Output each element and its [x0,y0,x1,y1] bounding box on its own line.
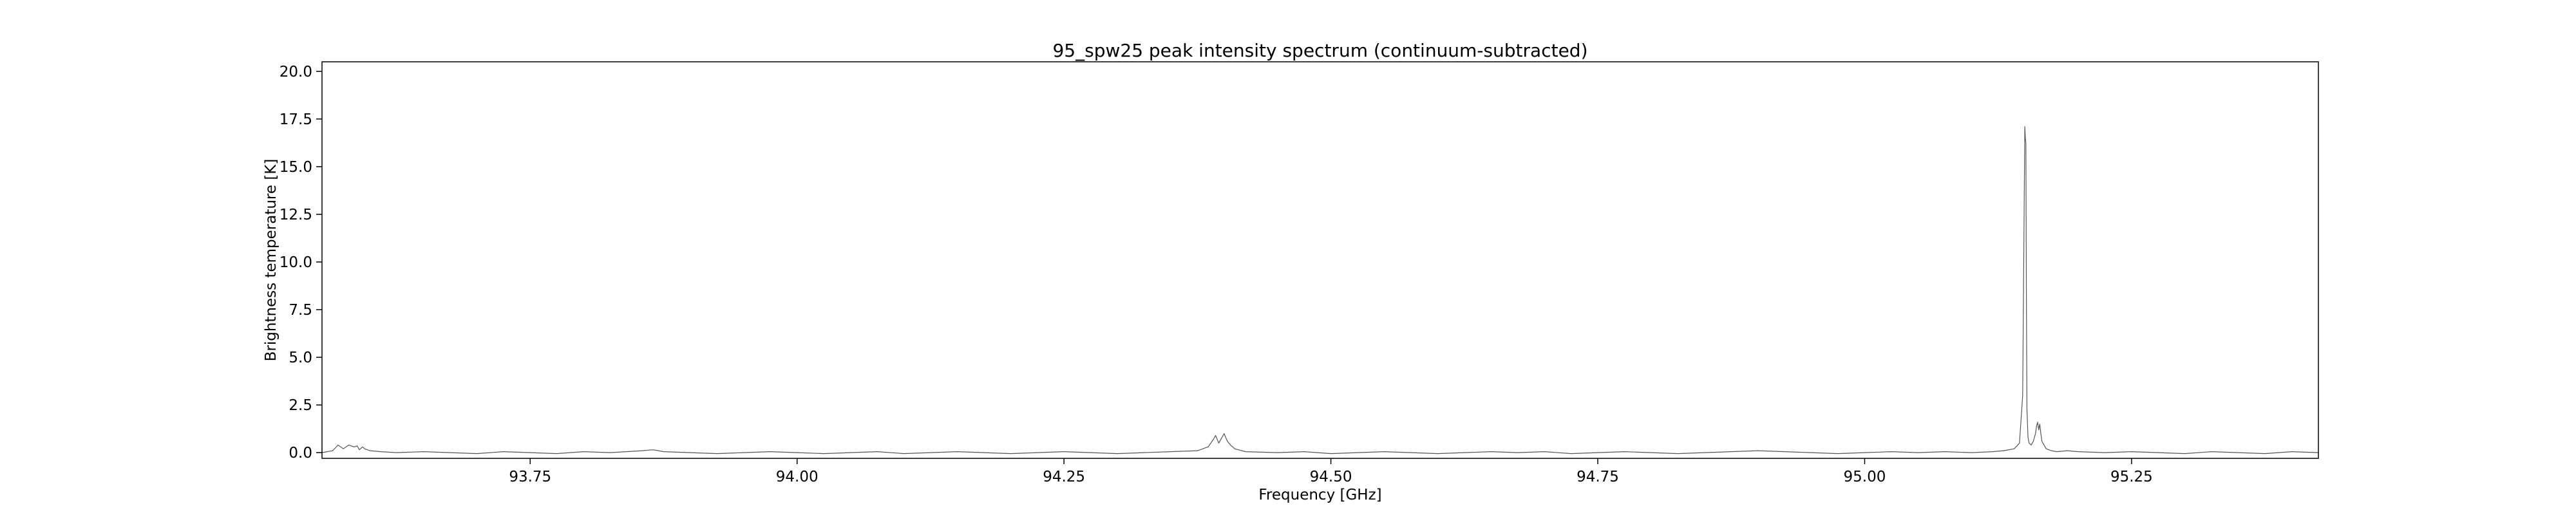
x-tick-label: 94.25 [1043,469,1085,485]
x-tick-label: 94.50 [1310,469,1352,485]
x-tick-label: 94.00 [776,469,819,485]
chart-title: 95_spw25 peak intensity spectrum (contin… [1052,40,1587,61]
y-axis-label: Brightness temperature [K] [263,159,279,362]
y-tick-label: 17.5 [279,111,312,128]
x-axis-label: Frequency [GHz] [1258,487,1381,503]
plot-area: 93.75 94.00 94.25 94.50 94.75 95.00 95.25 0.0 2.… [279,61,2319,485]
y-tick-label: 7.5 [289,302,312,319]
y-tick-label: 12.5 [279,207,312,223]
spectrum-line-0 [321,126,2319,454]
y-tick-label: 2.5 [289,397,312,414]
x-tick-label: 95.25 [2110,469,2153,485]
y-tick-label: 20.0 [279,64,312,80]
x-tick-label: 94.75 [1577,469,1619,485]
y-tick-label: 10.0 [279,254,312,271]
y-tick-label: 15.0 [279,159,312,176]
y-tick-label: 5.0 [289,350,312,366]
y-tick-label: 0.0 [289,445,312,462]
x-tick-label: 95.00 [1844,469,1886,485]
plot-frame [321,61,2319,459]
x-tick-label: 93.75 [509,469,551,485]
